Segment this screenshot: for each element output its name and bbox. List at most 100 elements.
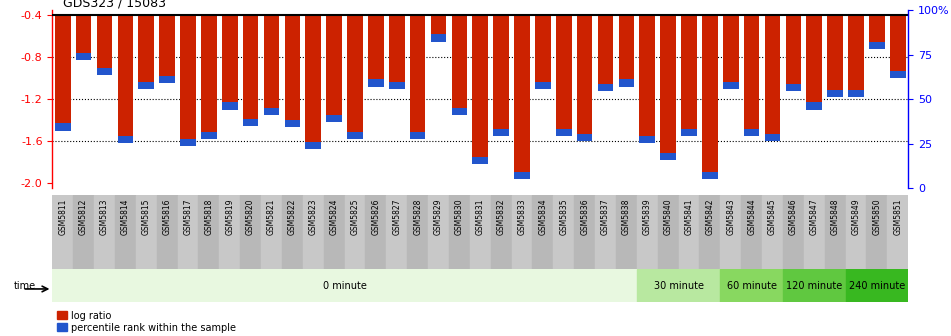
Bar — [326, 115, 342, 122]
Bar — [890, 15, 905, 78]
Bar — [73, 195, 94, 269]
Bar — [848, 90, 864, 97]
Bar — [765, 134, 781, 141]
Bar — [180, 15, 196, 146]
Bar — [347, 132, 363, 139]
Bar — [76, 53, 91, 60]
Bar — [263, 15, 280, 115]
Bar — [514, 172, 530, 179]
Text: GSM5847: GSM5847 — [809, 199, 819, 235]
Bar — [556, 15, 572, 136]
Bar — [658, 195, 679, 269]
Bar — [139, 15, 154, 89]
Bar — [535, 82, 551, 89]
Bar — [281, 195, 302, 269]
Bar — [702, 15, 718, 179]
Bar — [178, 195, 199, 269]
Bar — [866, 195, 887, 269]
Text: GSM5837: GSM5837 — [601, 199, 610, 235]
Bar — [637, 269, 720, 302]
Bar — [681, 15, 697, 136]
Text: GSM5840: GSM5840 — [664, 199, 672, 235]
Text: 240 minute: 240 minute — [848, 281, 905, 291]
Bar — [494, 15, 509, 136]
Bar — [243, 119, 259, 126]
Bar — [827, 15, 843, 97]
Bar — [55, 15, 70, 131]
Bar — [157, 195, 178, 269]
Bar — [94, 195, 115, 269]
Text: GSM5850: GSM5850 — [872, 199, 882, 235]
Bar — [118, 15, 133, 143]
Text: GSM5828: GSM5828 — [413, 199, 422, 235]
Bar — [262, 195, 281, 269]
Text: GSM5835: GSM5835 — [559, 199, 569, 235]
Text: GSM5827: GSM5827 — [392, 199, 401, 235]
Bar — [553, 195, 574, 269]
Bar — [514, 15, 530, 179]
Bar — [720, 269, 783, 302]
Text: GSM5831: GSM5831 — [476, 199, 485, 235]
Bar — [556, 129, 572, 136]
Bar — [845, 195, 866, 269]
Bar — [52, 195, 73, 269]
Bar — [389, 82, 404, 89]
Legend: log ratio, percentile rank within the sample: log ratio, percentile rank within the sa… — [57, 310, 236, 333]
Bar — [783, 269, 845, 302]
Text: GSM5821: GSM5821 — [267, 199, 276, 235]
Text: GSM5819: GSM5819 — [225, 199, 234, 235]
Bar — [52, 269, 637, 302]
Bar — [744, 15, 760, 136]
Bar — [115, 195, 136, 269]
Bar — [55, 123, 70, 131]
Bar — [679, 195, 699, 269]
Bar — [491, 195, 512, 269]
Text: GSM5824: GSM5824 — [330, 199, 339, 235]
Bar — [368, 15, 383, 87]
Bar — [762, 195, 783, 269]
Bar — [201, 132, 217, 139]
Text: GSM5823: GSM5823 — [309, 199, 318, 235]
Bar — [241, 195, 262, 269]
Bar — [470, 195, 491, 269]
Text: GSM5829: GSM5829 — [434, 199, 443, 235]
Text: GSM5832: GSM5832 — [496, 199, 506, 235]
Bar — [741, 195, 762, 269]
Bar — [681, 129, 697, 136]
Text: 30 minute: 30 minute — [653, 281, 704, 291]
Text: GSM5836: GSM5836 — [580, 199, 589, 235]
Text: GSM5834: GSM5834 — [538, 199, 548, 235]
Bar — [118, 136, 133, 143]
Text: GSM5845: GSM5845 — [768, 199, 777, 235]
Bar — [639, 15, 655, 143]
Bar — [869, 42, 884, 49]
Text: GSM5839: GSM5839 — [643, 199, 651, 235]
Bar — [744, 129, 760, 136]
Bar — [887, 195, 908, 269]
Bar — [365, 195, 386, 269]
Bar — [305, 142, 321, 150]
Text: GSM5851: GSM5851 — [893, 199, 902, 235]
Bar — [577, 134, 592, 141]
Bar — [222, 15, 238, 110]
Bar — [431, 15, 446, 42]
Bar — [869, 15, 884, 49]
Bar — [344, 195, 365, 269]
Bar — [660, 15, 676, 160]
Bar — [577, 15, 592, 141]
Bar — [284, 15, 301, 127]
Bar — [159, 15, 175, 83]
Bar — [76, 15, 91, 60]
Bar — [473, 157, 488, 164]
Text: GSM5815: GSM5815 — [142, 199, 151, 235]
Bar — [574, 195, 595, 269]
Bar — [618, 79, 634, 87]
Bar — [449, 195, 470, 269]
Text: GSM5814: GSM5814 — [121, 199, 130, 235]
Text: GSM5830: GSM5830 — [455, 199, 464, 235]
Bar — [452, 108, 467, 115]
Text: 60 minute: 60 minute — [727, 281, 777, 291]
Text: GSM5846: GSM5846 — [789, 199, 798, 235]
Bar — [180, 139, 196, 146]
Bar — [639, 136, 655, 143]
